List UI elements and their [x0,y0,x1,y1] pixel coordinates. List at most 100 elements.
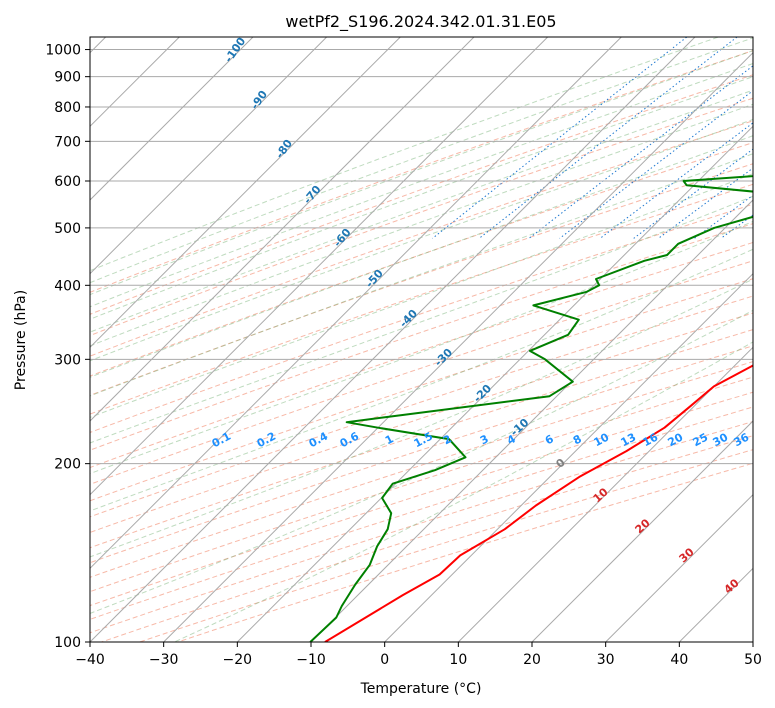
mixing-ratio-line [559,90,753,239]
moist-adiabat-line [90,37,753,284]
isotherm-gridline [531,420,753,642]
moist-adiabat-line [90,135,753,378]
mixing-ratio-label: 13 [619,431,639,450]
moist-adiabat-line [90,220,753,475]
mixing-ratio-line [528,65,753,239]
isotherm-gridline [90,37,401,349]
moist-adiabat-label: 40 [722,576,742,596]
moist-adiabat-label: 30 [677,545,697,565]
moist-adiabat-line [90,195,753,444]
dry-adiabat-line [90,420,753,634]
mixing-ratio-label: 36 [732,430,752,449]
moist-adiabat-line [90,248,753,512]
moist-adiabat-line [90,309,753,614]
mixing-ratio-line [432,37,688,239]
y-tick-label: 700 [54,134,81,150]
mixing-ratio-label: 10 [592,430,612,449]
y-tick-label: 1000 [45,43,81,59]
isotherm-gridline [678,567,753,642]
isotherm-gridline [90,37,696,642]
series-line-1 [309,175,753,642]
y-axis-label: Pressure (hPa) [13,290,29,390]
dry-adiabat-line [90,120,753,357]
isotherm-gridline [457,346,753,642]
series-line-0 [324,364,753,642]
moist-adiabat-line [90,63,753,308]
mixing-ratio-line [658,167,753,239]
mixing-ratio-label: 0.2 [255,430,278,451]
mixing-ratio-label: 20 [666,430,686,449]
y-tick-label: 800 [54,100,81,116]
x-tick-label: −10 [296,652,326,668]
dry-adiabat-label: -90 [248,88,270,112]
moist-adiabat-line [90,103,753,347]
x-axis-label: Temperature (°C) [360,681,482,697]
mixing-ratio-label: 30 [711,430,731,449]
moist-adiabat-line [90,153,753,397]
isotherm-gridline [90,37,328,275]
dry-adiabat-label: -40 [397,307,420,331]
mixing-ratio-line [760,35,775,239]
mixing-ratio-label: 16 [641,430,661,449]
dry-adiabat-label: -50 [363,267,386,291]
y-tick-label: 300 [54,352,81,368]
dry-adiabat-label: -20 [471,382,494,405]
dry-adiabat-label: -80 [273,137,295,161]
y-tick-label: 600 [54,174,81,190]
y-tick-label: 200 [54,457,81,473]
x-tick-label: 50 [744,652,762,668]
mixing-ratio-label: 0.1 [210,430,233,451]
isotherm-gridline [236,125,753,642]
series-layer [309,175,753,642]
y-tick-label: 400 [54,278,81,294]
isotherm-gridline [90,37,254,201]
chart-title: wetPf2_S196.2024.342.01.31.E05 [285,12,556,32]
moist-adiabat-label: 10 [591,485,611,505]
grid-lines [90,37,753,642]
mixing-ratio-line [720,214,753,239]
mixing-ratio-label: 0.4 [307,429,331,450]
plot-frame [89,36,754,643]
mixing-ratio-label: 0.6 [338,429,362,450]
dry-adiabat-line [90,163,753,396]
y-tick-label: 900 [54,70,81,86]
x-tick-label: 0 [380,652,389,668]
mixing-ratio-label: 25 [691,431,711,450]
mixing-ratio-label: 1 [383,432,396,447]
isotherm-gridline [90,37,475,422]
x-tick-label: −40 [75,652,105,668]
isotherm-gridline [90,37,622,570]
moist-adiabat-line [90,118,753,362]
dry-adiabat-label: -60 [331,226,354,250]
y-tick-label: 100 [54,635,81,651]
moist-adiabat-line [90,76,753,320]
y-tick-label: 500 [54,221,81,237]
mixing-ratio-line [599,122,753,239]
x-tick-label: 10 [449,652,467,668]
y-axis: 1000 900 800 700 600 500 400 300 200 100 [45,43,90,651]
dry-adiabat-label: -70 [301,183,324,207]
moist-adiabat-line [90,50,753,296]
isotherm-gridline [752,641,753,642]
x-axis: −40 −30 −20 −10 0 10 20 30 40 50 [75,642,762,668]
x-tick-label: 40 [670,652,688,668]
isotherm-gridline [90,37,549,496]
isotherm-gridline [384,272,753,642]
dry-adiabat-label: -30 [432,346,455,369]
isotherm-gridline [605,493,753,642]
isotherm-gridline [163,51,753,642]
isotherm-gridline [310,199,753,642]
moist-adiabat-line [90,278,753,558]
x-tick-label: 20 [523,652,541,668]
x-tick-label: 30 [597,652,615,668]
x-tick-label: −30 [149,652,179,668]
mixing-ratio-label: 3 [478,432,491,447]
moist-adiabat-line [174,341,753,642]
x-tick-label: −20 [223,652,253,668]
moist-adiabat-line [90,173,753,418]
moist-adiabat-label: 20 [633,516,653,536]
mixing-ratio-label: 6 [543,432,556,447]
mixing-ratio-line [478,37,738,239]
moist-adiabat-line [90,89,753,333]
